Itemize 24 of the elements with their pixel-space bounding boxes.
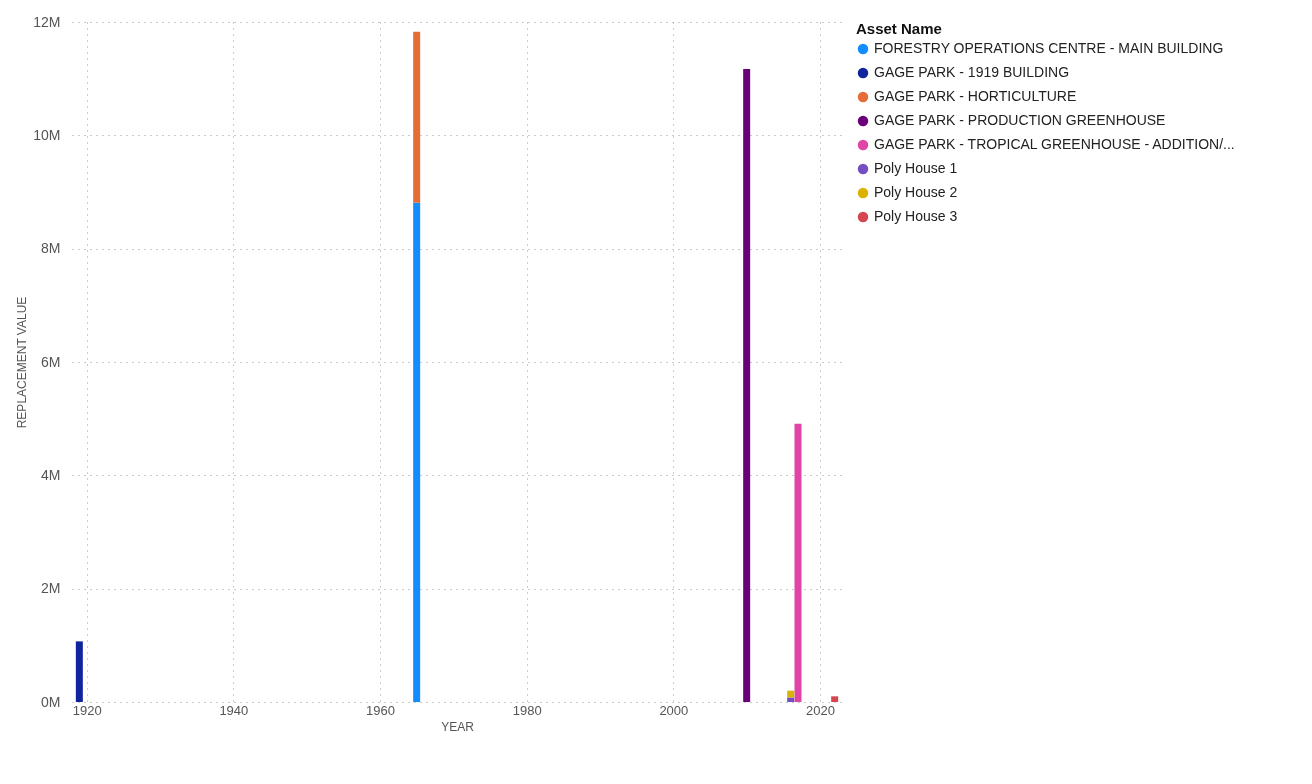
y-tick-label: 2M xyxy=(41,580,61,597)
legend-label: Poly House 1 xyxy=(874,160,958,176)
legend-title: Asset Name xyxy=(856,20,942,37)
legend-label: GAGE PARK - 1919 BUILDING xyxy=(874,64,1070,80)
legend-label: Poly House 3 xyxy=(874,208,958,224)
y-tick-label: 4M xyxy=(41,466,61,483)
y-tick-label: 12M xyxy=(33,13,61,30)
legend-label: GAGE PARK - PRODUCTION GREENHOUSE xyxy=(874,112,1166,128)
x-tick-label: 2020 xyxy=(806,702,835,718)
x-tick-label: 2000 xyxy=(659,702,689,718)
y-tick-label: 6M xyxy=(41,353,61,370)
x-tick-label: 1960 xyxy=(366,702,395,718)
y-tick-label: 10M xyxy=(33,126,61,143)
y-axis-title: REPLACEMENT VALUE xyxy=(15,296,30,429)
x-tick-label: 1920 xyxy=(72,702,102,718)
x-tick-label: 1940 xyxy=(219,702,249,718)
y-tick-label: 0M xyxy=(41,693,61,710)
legend-label: FORESTRY OPERATIONS CENTRE - MAIN BUILDING xyxy=(874,40,1224,56)
x-tick-label: 1980 xyxy=(512,702,542,718)
y-tick-label: 8M xyxy=(41,240,61,257)
legend-label: GAGE PARK - HORTICULTURE xyxy=(874,88,1077,104)
legend-label: Poly House 2 xyxy=(874,184,958,200)
x-axis-title: YEAR xyxy=(441,719,475,734)
legend-label: GAGE PARK - TROPICAL GREENHOUSE - ADDITION/... xyxy=(874,136,1235,152)
